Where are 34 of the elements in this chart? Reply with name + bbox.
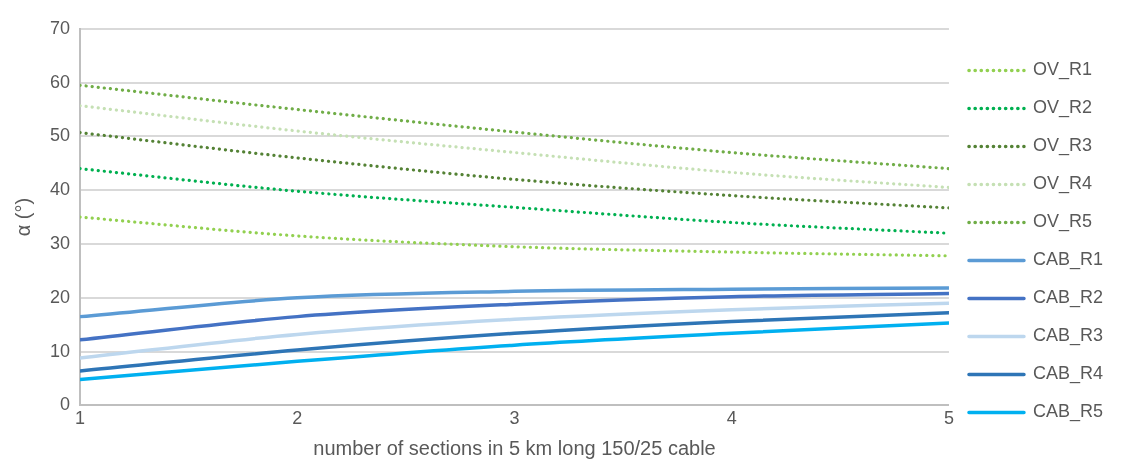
line-series: [80, 321, 949, 382]
y-tick-label: 30: [49, 232, 71, 253]
line-series: [80, 291, 949, 342]
line-series: [80, 83, 949, 171]
legend-label: OV_R4: [1032, 173, 1092, 195]
line-series: [80, 104, 949, 190]
x-tick-label: 1: [75, 408, 86, 429]
line-series: [80, 215, 949, 258]
x-tick-label: 4: [726, 408, 737, 429]
legend-label: OV_R2: [1032, 97, 1092, 119]
legend-label: CAB_R2: [1032, 287, 1103, 309]
x-axis-title: number of sections in 5 km long 150/25 cable: [313, 436, 716, 459]
x-tick-label: 5: [943, 408, 954, 429]
y-tick-label: 60: [49, 71, 71, 92]
line-series: [80, 301, 949, 360]
y-tick-label: 0: [60, 394, 71, 415]
y-tick-label: 10: [49, 340, 71, 361]
line-series: [80, 311, 949, 373]
x-tick-label: 3: [509, 408, 520, 429]
y-tick-label: 50: [49, 125, 71, 146]
legend-label: OV_R1: [1032, 59, 1092, 81]
y-tick-label: 70: [49, 17, 71, 38]
legend-label: OV_R5: [1032, 211, 1092, 233]
legend-label: CAB_R4: [1032, 363, 1103, 385]
x-tick-label: 2: [292, 408, 303, 429]
y-tick-label: 20: [49, 286, 71, 307]
legend-label: CAB_R5: [1032, 401, 1103, 423]
legend-label: OV_R3: [1032, 135, 1092, 157]
line-series: [80, 131, 949, 210]
legend-label: CAB_R3: [1032, 325, 1103, 347]
legend-label: CAB_R1: [1032, 249, 1103, 271]
y-tick-label: 40: [49, 179, 71, 200]
line-series: [80, 286, 949, 319]
y-axis-title: α (°): [11, 197, 34, 237]
